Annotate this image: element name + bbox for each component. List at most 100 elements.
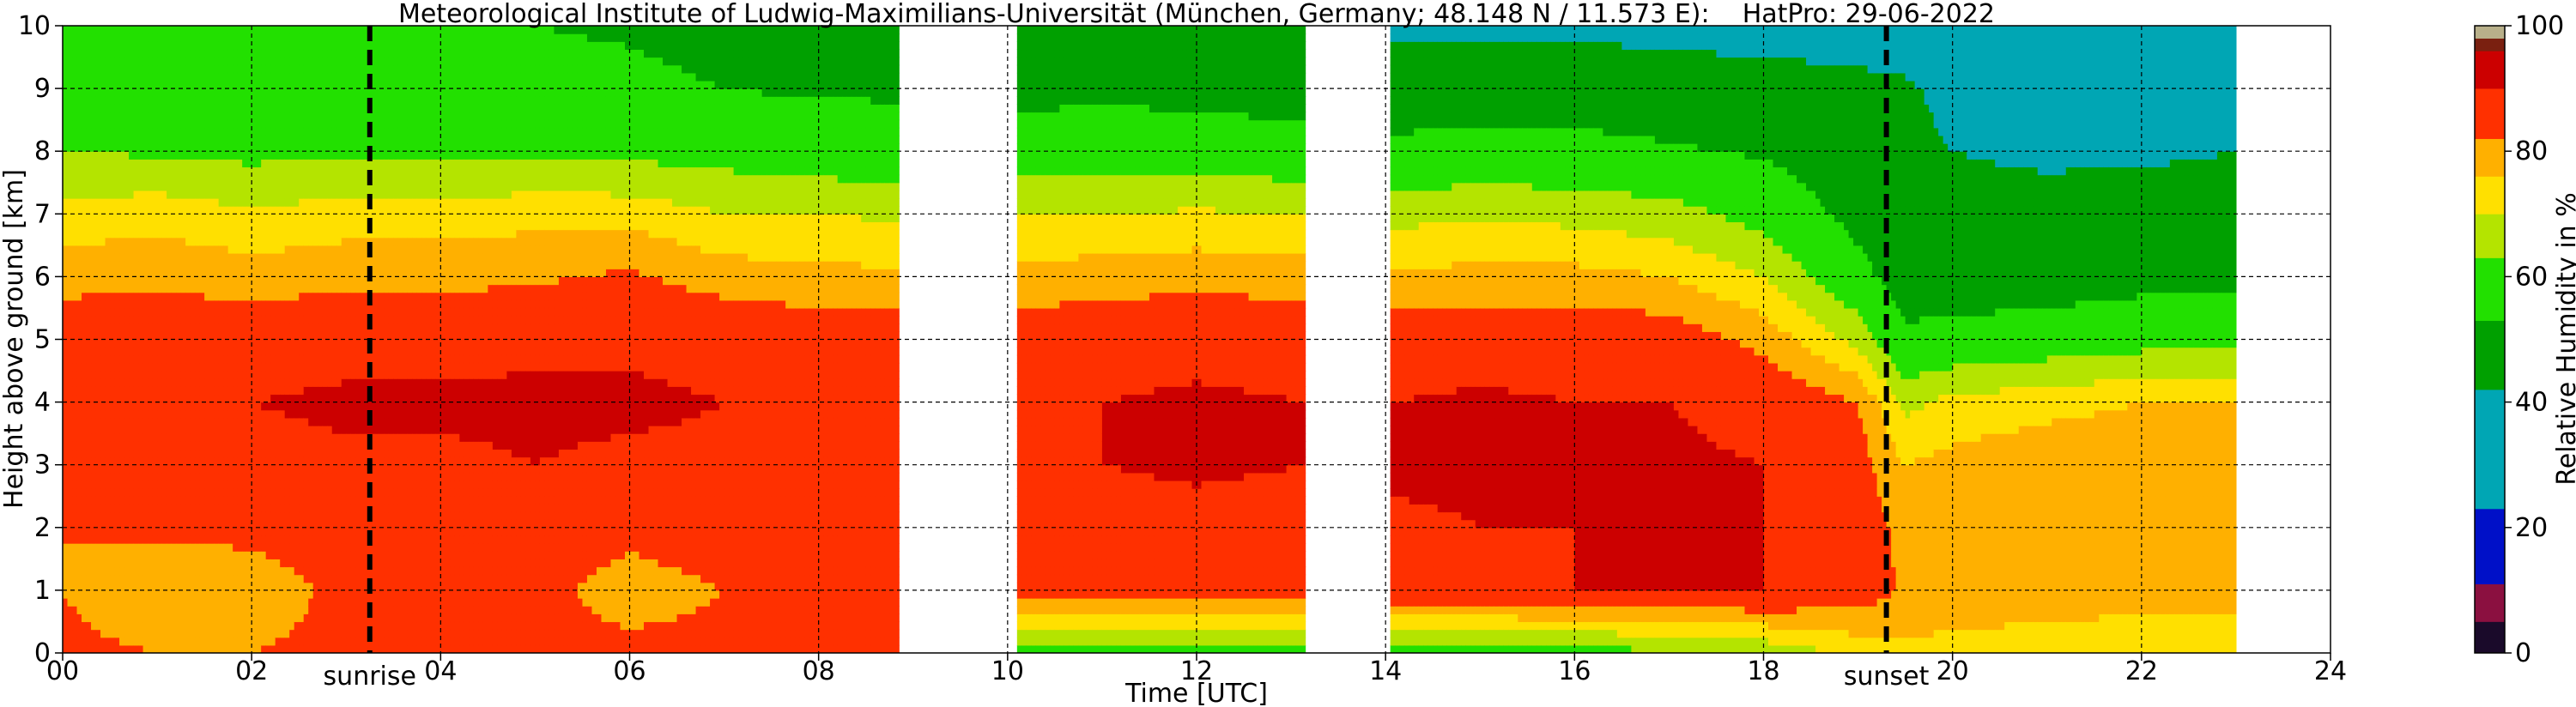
heatmap-cell [204, 519, 210, 529]
heatmap-cell [355, 566, 361, 576]
heatmap-cell [199, 511, 205, 521]
heatmap-cell [218, 629, 224, 638]
heatmap-cell [86, 496, 92, 505]
heatmap-cell [331, 551, 337, 559]
heatmap-cell [142, 378, 148, 387]
heatmap-cell [167, 112, 173, 121]
heatmap-cell [322, 41, 328, 51]
heatmap-cell [95, 371, 101, 379]
heatmap-cell [124, 49, 130, 58]
heatmap-cell [138, 57, 144, 66]
heatmap-cell [124, 284, 130, 293]
heatmap-cell [105, 535, 111, 544]
heatmap-cell [346, 26, 352, 34]
heatmap-cell [284, 331, 290, 341]
heatmap-cell [275, 354, 281, 364]
heatmap-cell [261, 206, 267, 215]
heatmap-cell [289, 57, 295, 66]
heatmap-cell [336, 80, 342, 89]
heatmap-cell [190, 229, 196, 239]
heatmap-cell [161, 206, 167, 215]
heatmap-cell [214, 543, 220, 552]
heatmap-cell [280, 143, 286, 152]
heatmap-cell [318, 299, 324, 309]
heatmap-cell [322, 417, 328, 426]
heatmap-cell [270, 151, 276, 160]
heatmap-cell [63, 504, 69, 513]
heatmap-cell [152, 394, 158, 403]
heatmap-cell [299, 229, 305, 239]
heatmap-cell [100, 206, 106, 215]
heatmap-cell [322, 104, 328, 113]
heatmap-cell [303, 214, 309, 223]
heatmap-cell [336, 229, 342, 239]
heatmap-cell [223, 386, 229, 396]
heatmap-cell [67, 606, 73, 614]
heatmap-cell [318, 206, 324, 215]
heatmap-cell [284, 299, 290, 309]
heatmap-cell [171, 472, 177, 481]
heatmap-cell [308, 331, 314, 341]
heatmap-cell [331, 362, 337, 372]
heatmap-cell [124, 511, 130, 521]
heatmap-cell [129, 190, 135, 199]
heatmap-cell [176, 504, 182, 513]
heatmap-cell [199, 629, 205, 638]
heatmap-cell [336, 276, 342, 286]
heatmap-cell [246, 80, 252, 89]
heatmap-cell [275, 166, 281, 176]
heatmap-cell [214, 566, 220, 576]
heatmap-cell [275, 535, 281, 544]
heatmap-cell [223, 151, 229, 160]
heatmap-cell [124, 88, 130, 97]
heatmap-cell [161, 57, 167, 66]
heatmap-cell [308, 57, 314, 66]
heatmap-cell [199, 339, 205, 348]
heatmap-cell [350, 26, 356, 34]
heatmap-cell [157, 637, 163, 646]
heatmap-cell [270, 323, 276, 332]
heatmap-cell [190, 543, 196, 552]
heatmap-cell [350, 566, 356, 576]
heatmap-cell [223, 166, 229, 176]
heatmap-cell [355, 472, 361, 481]
heatmap-cell [237, 26, 243, 34]
heatmap-cell [63, 589, 69, 599]
heatmap-cell [275, 488, 281, 497]
heatmap-cell [308, 307, 314, 317]
heatmap-cell [195, 316, 201, 324]
heatmap-cell [209, 488, 215, 497]
heatmap-cell [142, 292, 148, 301]
heatmap-cell [148, 323, 154, 332]
heatmap-cell [214, 606, 220, 614]
heatmap-cell [180, 245, 186, 254]
heatmap-cell [350, 214, 356, 223]
heatmap-cell [91, 112, 97, 121]
heatmap-cell [336, 143, 342, 152]
heatmap-cell [265, 559, 271, 568]
heatmap-cell [190, 504, 196, 513]
heatmap-cell [176, 80, 182, 89]
heatmap-cell [299, 504, 305, 513]
heatmap-cell [214, 433, 220, 442]
heatmap-cell [72, 417, 78, 426]
heatmap-cell [114, 245, 120, 254]
heatmap-cell [336, 644, 342, 653]
heatmap-cell [261, 159, 267, 168]
heatmap-cell [327, 347, 333, 356]
heatmap-cell [190, 511, 196, 521]
heatmap-cell [161, 621, 167, 631]
heatmap-cell [110, 606, 116, 614]
heatmap-cell [303, 409, 309, 419]
heatmap-cell [280, 221, 286, 231]
heatmap-cell [204, 535, 210, 544]
heatmap-cell [312, 166, 318, 176]
heatmap-cell [336, 269, 342, 277]
heatmap-cell [312, 426, 318, 434]
heatmap-cell [270, 362, 276, 372]
heatmap-cell [176, 629, 182, 638]
heatmap-cell [223, 331, 229, 341]
heatmap-cell [76, 386, 82, 396]
heatmap-cell [265, 41, 271, 51]
heatmap-cell [72, 166, 78, 176]
